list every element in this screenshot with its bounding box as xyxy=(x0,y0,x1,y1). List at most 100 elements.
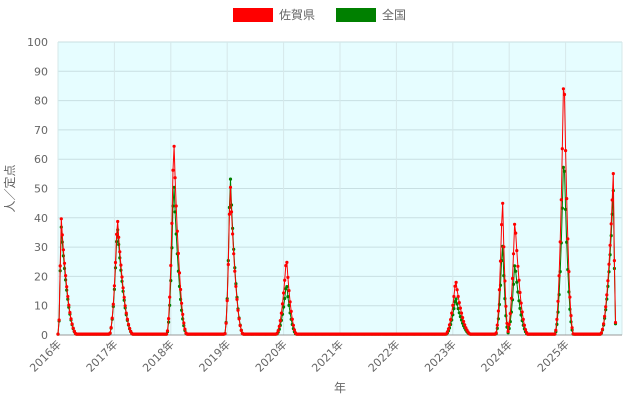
data-point xyxy=(569,314,573,318)
data-point xyxy=(228,185,233,189)
data-point xyxy=(498,259,503,263)
x-tick-label: 2021年 xyxy=(309,337,346,374)
data-point xyxy=(454,297,458,301)
data-point xyxy=(504,304,508,308)
data-point xyxy=(560,147,564,151)
data-point xyxy=(277,324,281,328)
data-point xyxy=(117,235,121,239)
data-point xyxy=(290,317,294,321)
data-point xyxy=(123,304,127,308)
data-point xyxy=(288,300,292,304)
y-tick-label: 20 xyxy=(34,270,48,283)
data-point xyxy=(172,185,176,189)
data-point xyxy=(179,287,183,292)
data-point xyxy=(171,168,175,172)
data-point xyxy=(292,328,296,332)
data-point xyxy=(68,310,72,315)
data-point xyxy=(520,310,524,314)
data-point xyxy=(235,297,239,301)
data-point xyxy=(120,275,124,279)
data-point xyxy=(116,219,120,224)
data-point xyxy=(284,264,288,268)
data-point xyxy=(446,327,451,331)
data-point xyxy=(224,321,228,325)
data-point xyxy=(602,322,606,326)
data-point xyxy=(462,319,466,324)
data-point xyxy=(280,302,285,306)
data-point xyxy=(609,222,613,226)
data-point xyxy=(513,222,517,226)
data-point xyxy=(496,309,500,313)
data-point xyxy=(168,295,172,299)
legend-item[interactable]: 全国 xyxy=(336,7,406,22)
data-point xyxy=(283,278,287,282)
y-tick-label: 30 xyxy=(34,241,48,254)
data-point xyxy=(565,197,569,201)
data-point xyxy=(567,270,571,274)
y-tick-label: 80 xyxy=(34,95,48,108)
data-point xyxy=(291,323,295,327)
data-point xyxy=(170,221,174,225)
data-point xyxy=(606,279,610,283)
data-point xyxy=(449,318,453,322)
data-point xyxy=(172,144,176,148)
data-point xyxy=(457,301,461,305)
data-point xyxy=(501,201,505,205)
data-point xyxy=(279,311,283,315)
data-point xyxy=(495,323,499,327)
data-point xyxy=(517,278,521,282)
data-point xyxy=(174,204,178,208)
data-point xyxy=(282,305,286,309)
legend-item[interactable]: 佐賀県 xyxy=(233,8,315,22)
data-point xyxy=(236,308,240,312)
data-point xyxy=(122,295,126,299)
data-point xyxy=(287,303,291,307)
data-point xyxy=(452,307,456,311)
data-point xyxy=(111,302,115,306)
data-point xyxy=(70,322,74,326)
data-point xyxy=(558,240,562,244)
data-point xyxy=(503,279,507,283)
data-point xyxy=(287,289,291,293)
data-point xyxy=(118,250,122,254)
data-point xyxy=(110,316,114,320)
data-point xyxy=(183,327,187,331)
y-tick-label: 60 xyxy=(34,153,48,166)
data-point xyxy=(61,248,65,252)
data-point xyxy=(502,245,506,249)
x-tick-label: 2019年 xyxy=(196,337,233,374)
data-point xyxy=(521,317,525,321)
data-point xyxy=(561,87,566,91)
data-point xyxy=(500,223,504,227)
data-point xyxy=(516,264,520,268)
data-point xyxy=(182,321,186,325)
data-point xyxy=(231,232,235,236)
data-point xyxy=(64,274,68,278)
data-point xyxy=(59,217,63,221)
data-point xyxy=(119,263,123,267)
y-tick-label: 70 xyxy=(34,124,48,137)
data-point xyxy=(286,295,290,299)
data-point xyxy=(71,326,75,330)
data-point xyxy=(561,165,566,169)
data-point xyxy=(518,306,522,310)
data-point xyxy=(459,311,464,315)
data-point xyxy=(282,291,286,295)
data-point xyxy=(126,322,131,326)
data-point xyxy=(513,264,517,268)
data-point xyxy=(564,207,568,211)
data-point xyxy=(283,296,287,301)
data-point xyxy=(453,300,457,304)
data-point xyxy=(58,264,62,268)
data-point xyxy=(164,332,169,336)
data-point xyxy=(115,232,119,236)
data-point xyxy=(121,286,125,290)
data-point xyxy=(555,317,559,321)
data-point xyxy=(108,331,112,335)
y-tick-label: 0 xyxy=(41,329,48,342)
data-point xyxy=(557,274,561,278)
data-point xyxy=(112,284,116,288)
data-point xyxy=(451,303,455,307)
